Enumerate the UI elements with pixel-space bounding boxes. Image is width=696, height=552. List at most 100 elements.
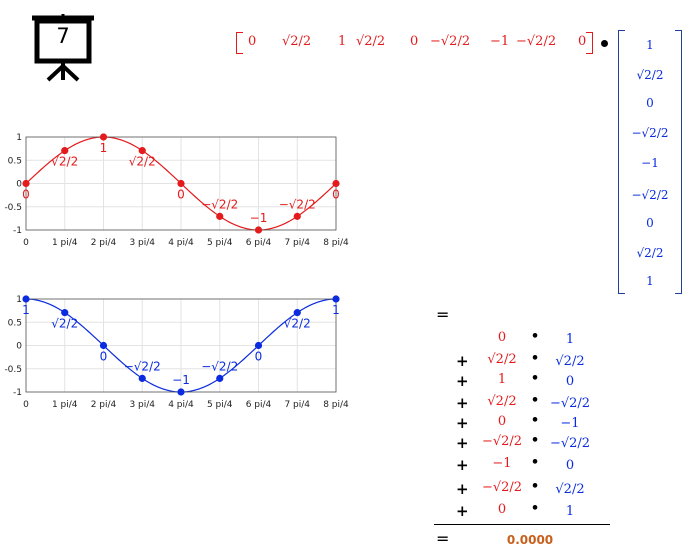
row-vector-entry: −√2/2 <box>430 34 471 49</box>
sum-row-b: −√2/2 <box>549 436 591 451</box>
times-operator: • <box>530 393 540 408</box>
row-vector-entry: 1 <box>338 34 347 49</box>
x-tick-label: 1 pi/4 <box>52 238 78 248</box>
x-tick-label: 4 pi/4 <box>168 400 194 410</box>
column-vector-entry: √2/2 <box>636 68 664 82</box>
sum-row-b: 1 <box>565 332 575 347</box>
data-point <box>138 147 146 155</box>
column-vector-entry: 1 <box>646 38 654 52</box>
data-point <box>99 133 108 141</box>
data-point <box>177 179 185 188</box>
data-point <box>332 179 340 188</box>
sum-row-a: 1 <box>497 372 507 387</box>
data-point <box>99 341 108 350</box>
sum-row-a: 0 <box>497 414 507 429</box>
data-point <box>61 147 69 155</box>
x-tick-label: 1 pi/4 <box>52 400 78 410</box>
sum-row: + √2/2 • −√2/2 <box>430 393 620 414</box>
sum-row-a: −√2/2 <box>481 434 523 449</box>
y-tick-label: -1 <box>13 388 22 398</box>
slide-number: 7 <box>56 24 70 48</box>
point-label: 0 <box>100 350 108 364</box>
point-label: √2/2 <box>51 155 78 169</box>
x-tick-label: 7 pi/4 <box>284 238 310 248</box>
point-label: √2/2 <box>129 155 156 169</box>
y-tick-label: 1 <box>16 295 22 305</box>
times-operator: • <box>530 371 540 386</box>
y-tick-label: -0.5 <box>4 365 22 375</box>
plus-operator: + <box>456 414 469 432</box>
sum-row-a: √2/2 <box>487 394 517 409</box>
sum-result: 0.0000 <box>506 533 554 547</box>
x-tick-label: 5 pi/4 <box>207 400 233 410</box>
data-point <box>293 309 301 317</box>
x-tick-label: 5 pi/4 <box>207 238 233 248</box>
column-vector-entry: −1 <box>641 156 659 170</box>
row-vector-entry: 0 <box>410 34 419 49</box>
x-tick-label: 0 <box>23 238 29 248</box>
sum-row: + −√2/2 • √2/2 <box>430 479 620 500</box>
x-tick-label: 2 pi/4 <box>91 400 117 410</box>
row-vector-entry: 0 <box>578 34 587 49</box>
y-tick-label: -0.5 <box>4 203 22 213</box>
equals-sign: = <box>436 305 450 324</box>
point-label: −√2/2 <box>124 359 161 373</box>
point-label: 0 <box>177 188 185 202</box>
column-vector-left-bracket <box>618 30 625 294</box>
times-operator: • <box>530 351 540 366</box>
sum-row-a: 0 <box>497 330 507 345</box>
dot-product-operator <box>601 40 608 47</box>
sum-row: + −√2/2 • −√2/2 <box>430 433 620 454</box>
row-vector-entry: √2/2 <box>282 34 312 49</box>
column-vector-entry: −√2/2 <box>631 188 669 202</box>
sum-row-a: −√2/2 <box>481 480 523 495</box>
y-tick-label: -1 <box>13 226 22 236</box>
y-tick-label: 0 <box>16 180 22 190</box>
point-label: −√2/2 <box>279 197 316 211</box>
point-label: 1 <box>100 141 108 155</box>
data-point <box>332 295 340 303</box>
x-tick-label: 4 pi/4 <box>168 238 194 248</box>
column-vector: 1 √2/2 0 −√2/2 −1 −√2/2 0 √2/2 1 <box>618 30 682 294</box>
data-point <box>22 295 30 303</box>
sum-row: + 1 • 0 <box>430 371 620 392</box>
data-point <box>22 179 30 188</box>
point-label: 1 <box>22 303 30 317</box>
column-vector-entry: √2/2 <box>636 246 664 260</box>
x-tick-label: 2 pi/4 <box>91 238 117 248</box>
sum-row-b: 1 <box>565 504 575 519</box>
sum-row-a: −1 <box>492 456 512 471</box>
times-operator: • <box>530 479 540 494</box>
sum-row-b: 0 <box>565 374 575 389</box>
x-tick-label: 6 pi/4 <box>246 400 272 410</box>
data-point <box>216 212 224 220</box>
data-point <box>254 226 263 234</box>
times-operator: • <box>530 501 540 516</box>
x-tick-label: 3 pi/4 <box>129 400 155 410</box>
sum-row-b: −1 <box>560 416 580 431</box>
sum-row: + 0 • 1 <box>430 501 620 522</box>
times-operator: • <box>530 433 540 448</box>
data-point <box>177 388 185 396</box>
plus-operator: + <box>456 352 469 370</box>
point-label: 0 <box>255 350 263 364</box>
times-operator: • <box>530 413 540 428</box>
point-label: −√2/2 <box>201 197 238 211</box>
plus-operator: + <box>456 434 469 452</box>
point-label: √2/2 <box>51 317 78 331</box>
plus-operator: + <box>456 480 469 498</box>
plus-operator: + <box>456 394 469 412</box>
column-vector-entry: 0 <box>646 96 654 110</box>
presentation-icon <box>32 14 94 82</box>
point-label: 1 <box>332 303 340 317</box>
sum-row-b: 0 <box>565 458 575 473</box>
x-tick-label: 7 pi/4 <box>284 400 310 410</box>
plus-operator: + <box>456 502 469 520</box>
sum-row: + √2/2 • √2/2 <box>430 351 620 372</box>
row-vector: 0 √2/2 1 √2/2 0 −√2/2 −1 −√2/2 0 <box>248 34 587 54</box>
sum-row: 0 • 1 <box>430 329 620 350</box>
sum-row-a: √2/2 <box>487 352 517 367</box>
y-tick-label: 0.5 <box>8 156 22 166</box>
column-vector-entry: −√2/2 <box>631 126 669 140</box>
row-vector-entry: −√2/2 <box>516 34 557 49</box>
